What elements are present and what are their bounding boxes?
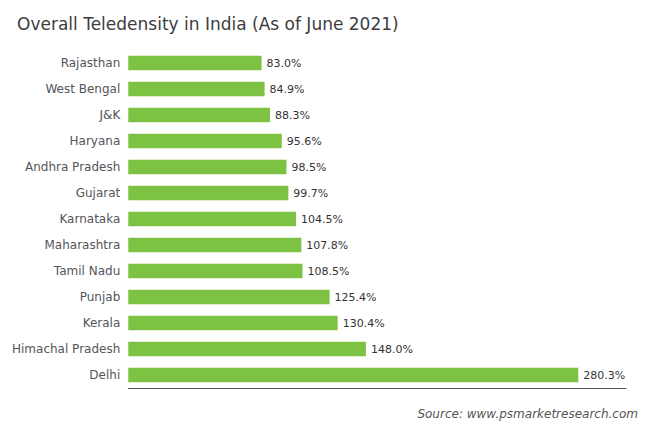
svg-text:104.5%: 104.5% [301, 213, 343, 226]
svg-text:83.0%: 83.0% [267, 57, 302, 70]
svg-text:Rajasthan: Rajasthan [61, 56, 121, 70]
svg-text:West Bengal: West Bengal [45, 82, 120, 96]
svg-text:107.8%: 107.8% [306, 239, 348, 252]
svg-text:Overall Teledensity in India (: Overall Teledensity in India (As of June… [17, 14, 399, 34]
svg-text:Source: www.psmarketresearch.c: Source: www.psmarketresearch.com [417, 407, 638, 421]
svg-text:88.3%: 88.3% [275, 109, 310, 122]
svg-text:Kerala: Kerala [83, 316, 121, 330]
svg-text:Tamil Nadu: Tamil Nadu [53, 264, 120, 278]
svg-text:84.9%: 84.9% [270, 83, 305, 96]
svg-text:98.5%: 98.5% [291, 161, 326, 174]
svg-text:Gujarat: Gujarat [76, 186, 121, 200]
svg-text:99.7%: 99.7% [293, 187, 328, 200]
svg-text:J&K: J&K [99, 108, 122, 122]
svg-text:Himachal Pradesh: Himachal Pradesh [12, 342, 120, 356]
svg-text:148.0%: 148.0% [371, 343, 413, 356]
svg-text:280.3%: 280.3% [583, 369, 625, 382]
svg-text:108.5%: 108.5% [307, 265, 349, 278]
svg-text:Andhra Pradesh: Andhra Pradesh [25, 160, 120, 174]
svg-text:130.4%: 130.4% [343, 317, 385, 330]
svg-text:Delhi: Delhi [89, 368, 120, 382]
svg-text:Haryana: Haryana [70, 134, 121, 148]
svg-text:95.6%: 95.6% [287, 135, 322, 148]
svg-text:Karnataka: Karnataka [59, 212, 120, 226]
svg-text:Punjab: Punjab [80, 290, 121, 304]
svg-text:Maharashtra: Maharashtra [44, 238, 120, 252]
svg-text:125.4%: 125.4% [335, 291, 377, 304]
